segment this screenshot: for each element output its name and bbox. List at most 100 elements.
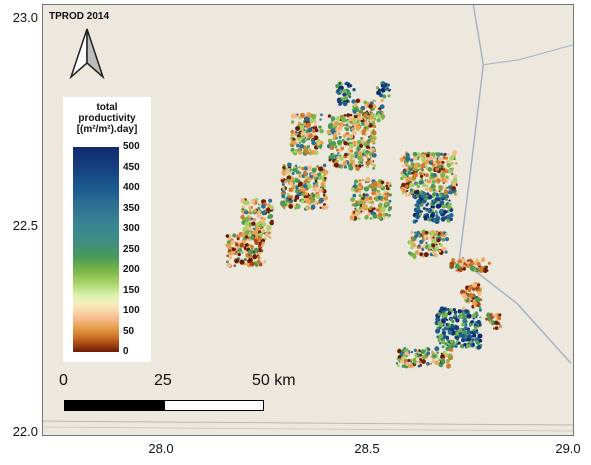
farm-plot-pixel [462, 318, 468, 324]
farm-plot-pixel [344, 82, 348, 86]
legend-title: total productivity [(m²/m²).day] [63, 102, 151, 135]
farm-plot-pixel [309, 118, 315, 124]
farm-plot-pixel [343, 141, 348, 146]
farm-plot-pixel [349, 143, 355, 149]
farm-plot-pixel [350, 154, 354, 158]
farm-plot-pixel [352, 109, 357, 114]
farm-plot-pixel [365, 145, 370, 149]
north-arrow-icon [69, 28, 105, 79]
farm-plot-pixel [312, 187, 317, 192]
farm-plot-pixel [388, 89, 391, 92]
farm-plot-pixel [434, 246, 440, 251]
farm-plot-pixel [226, 260, 229, 264]
farm-plot-pixel [380, 113, 386, 119]
farm-plot-pixel [426, 215, 430, 219]
farm-plot-pixel [367, 157, 370, 160]
farm-plot-pixel [424, 164, 428, 168]
farm-plot-pixel [359, 204, 363, 207]
farm-plot-pixel [436, 152, 441, 157]
farm-plot-pixel [349, 134, 354, 138]
farm-plot-pixel [297, 136, 301, 140]
farm-plot-pixel [355, 124, 361, 130]
farm-plot-pixel [468, 284, 473, 289]
farm-plot-pixel [354, 151, 359, 156]
map-canvas[interactable] [43, 5, 573, 435]
farm-plot-pixel [423, 234, 428, 240]
farm-plot-pixel [377, 183, 382, 189]
farm-plot-pixel [468, 292, 474, 299]
farm-plot-pixel [477, 333, 483, 339]
farm-plot-pixel [241, 232, 246, 237]
farm-plot-pixel [474, 325, 477, 328]
farm-plot-pixel [449, 217, 453, 221]
farm-plot-pixel [319, 206, 322, 209]
farm-plot-pixel [265, 207, 271, 212]
farm-plot-pixel [434, 253, 439, 258]
map-title: TPROD 2014 [49, 11, 110, 22]
farm-plot-pixel [387, 94, 391, 98]
farm-plot-pixel [475, 296, 481, 303]
farm-plot-pixel [475, 258, 480, 263]
farm-plot-pixel [361, 178, 365, 182]
farm-plot-pixel [451, 186, 456, 191]
farm-plot-pixel [462, 330, 468, 335]
farm-plot-pixel [423, 252, 429, 258]
farm-plot-pixel [420, 210, 424, 213]
farm-plot-pixel [419, 179, 422, 182]
farm-plot-pixel [414, 250, 420, 255]
farm-plot-pixel [344, 152, 348, 157]
legend-value-label: 0 [123, 346, 129, 357]
farm-plot-pixel [451, 319, 455, 324]
farm-plot-pixel [428, 217, 433, 222]
farm-plot-pixel [355, 166, 360, 172]
farm-plot-pixel [288, 204, 294, 209]
legend-color-ramp [73, 147, 119, 352]
farm-plot-pixel [426, 353, 429, 356]
farm-plot-pixel [425, 156, 429, 160]
farm-plot-pixel [380, 81, 383, 85]
farm-plot-pixel [479, 343, 483, 347]
farm-plot-pixel [479, 316, 482, 319]
farm-plot-pixel [260, 249, 264, 253]
farm-plot-pixel [365, 162, 368, 166]
legend-value-label: 500 [123, 141, 140, 152]
farm-plot-pixel [371, 151, 375, 155]
farm-plot-pixel [440, 152, 443, 156]
farm-plot-pixel [417, 168, 420, 172]
farm-plot-pixel [290, 129, 295, 134]
legend-value-label: 200 [123, 264, 140, 275]
farm-plot-pixel [425, 184, 429, 188]
farm-plot-pixel [360, 108, 363, 112]
farm-plot-pixel [448, 199, 451, 202]
farm-plot-pixel [381, 116, 385, 120]
farm-plot-pixel [487, 261, 492, 265]
farm-plot-pixel [332, 133, 338, 138]
farm-plot-pixel [466, 344, 471, 349]
farm-plot-pixel [383, 196, 388, 201]
farm-plot-pixel [245, 252, 250, 258]
farm-plot-pixel [432, 205, 436, 209]
farm-plot-pixel [328, 122, 334, 128]
farm-plot-pixel [482, 258, 485, 261]
farm-plot-pixel [434, 346, 440, 352]
farm-plot-pixel [303, 128, 306, 132]
farm-plot-pixel [342, 92, 347, 97]
farm-plot-pixel [377, 212, 383, 217]
farm-plot-pixel [282, 165, 286, 170]
farm-plot-pixel [445, 175, 449, 179]
map-frame[interactable]: TPROD 2014 total productivity [(m²/m²).d… [42, 4, 574, 436]
farm-plot-pixel [294, 194, 300, 200]
x-tick-label: 28.5 [354, 441, 380, 456]
farm-plot-pixel [298, 147, 301, 150]
legend-value-label: 450 [123, 161, 140, 173]
farm-plot-pixel [369, 115, 374, 120]
y-tick-label: 22.0 [12, 424, 38, 439]
farm-plot-pixel [346, 119, 350, 123]
farm-plot-pixel [286, 175, 292, 180]
farm-plot-pixel [388, 199, 392, 203]
farm-plot-pixel [440, 172, 446, 178]
farm-plot-pixel [372, 181, 378, 187]
farm-plot-pixel [289, 181, 294, 186]
farm-plot-pixel [432, 156, 436, 160]
farm-plot-pixel [387, 213, 391, 217]
